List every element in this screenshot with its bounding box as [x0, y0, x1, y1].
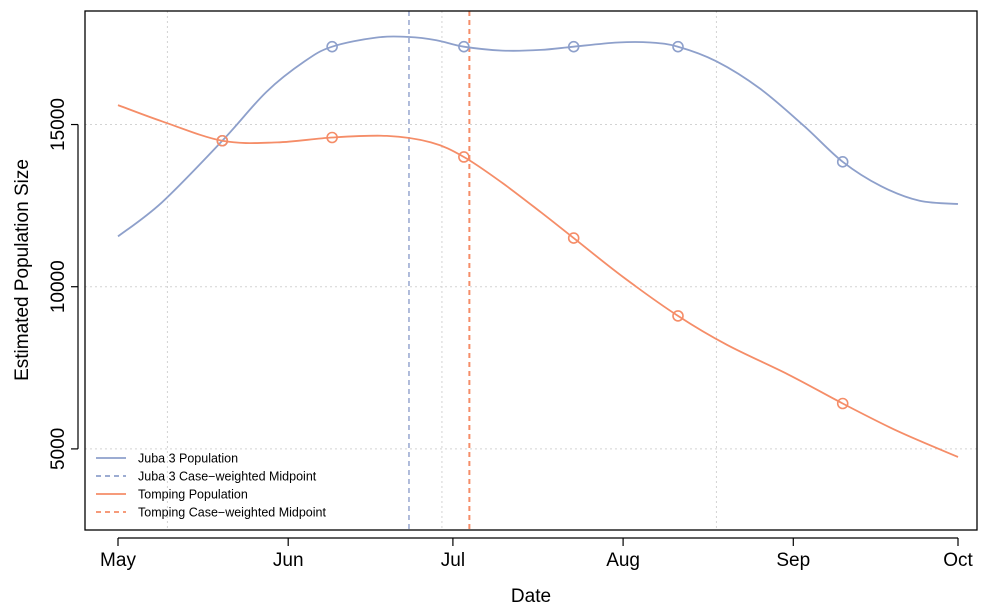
y-tick-label: 5000	[48, 428, 69, 470]
x-tick-label: May	[100, 550, 136, 571]
data-point-1	[458, 40, 470, 53]
data-point-2	[672, 310, 684, 322]
legend-label-4: Tomping Case−weighted Midpoint	[138, 506, 326, 520]
legend-label-1: Juba 3 Population	[138, 452, 238, 466]
midpoint-layer	[408, 11, 471, 530]
x-tick-label: Aug	[606, 550, 640, 571]
legend-label-2: Juba 3 Case−weighted Midpoint	[138, 470, 317, 484]
data-point-2	[326, 131, 338, 144]
x-tick-label: Jul	[441, 550, 465, 571]
grid-layer	[85, 11, 977, 530]
series-line-1	[117, 35, 959, 238]
x-tick-label: Jun	[273, 550, 304, 571]
data-point-1	[672, 40, 684, 53]
y-tick-label: 15000	[48, 98, 69, 151]
legend: Juba 3 Population Juba 3 Case−weighted Mi…	[96, 452, 326, 520]
data-point-2	[458, 151, 470, 163]
legend-label-3: Tomping Population	[138, 488, 248, 502]
plot-frame	[84, 10, 978, 531]
data-point-1	[567, 40, 580, 53]
axis-layer: May Jun Jul Aug Sep Oct 5000 10000 15000	[48, 98, 973, 571]
x-tick-label: Sep	[776, 550, 810, 571]
data-point-1	[326, 40, 338, 53]
data-point-2	[836, 397, 849, 410]
series-line-2	[117, 104, 959, 458]
x-tick-label: Oct	[943, 550, 973, 571]
y-tick-label: 10000	[48, 260, 69, 313]
data-point-1	[836, 156, 849, 168]
data-point-2	[216, 134, 229, 147]
x-axis-title: Date	[511, 586, 551, 607]
series-layer	[117, 35, 959, 458]
data-point-2	[567, 232, 580, 244]
y-axis-title: Estimated Population Size	[12, 159, 33, 381]
